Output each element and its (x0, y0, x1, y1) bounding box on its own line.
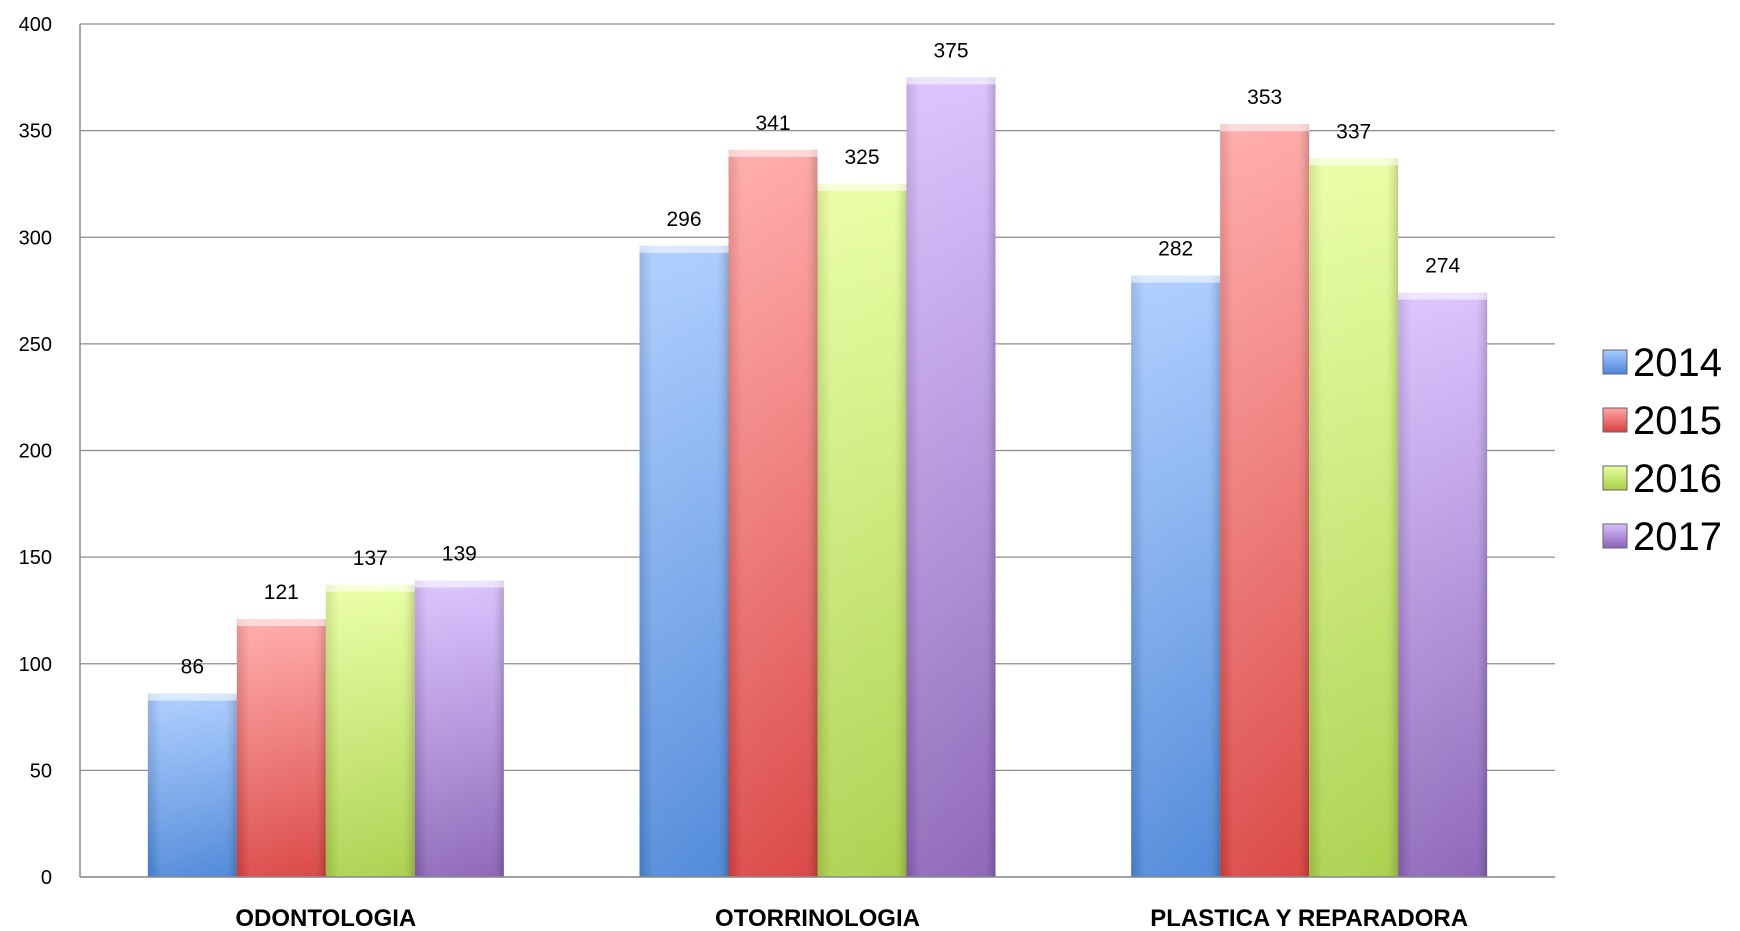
legend-swatch (1602, 465, 1628, 491)
bar-shading (906, 77, 996, 877)
bar-shading (1220, 124, 1310, 878)
bar-highlight (639, 245, 729, 253)
data-label: 274 (1425, 255, 1460, 278)
bar-highlight (414, 580, 504, 588)
y-tick-label: 50 (30, 760, 52, 782)
bar-shading (325, 584, 415, 877)
data-label: 137 (353, 547, 388, 570)
bar-highlight (728, 149, 818, 157)
bars (147, 77, 1488, 878)
legend-swatch (1602, 523, 1628, 549)
bar-shading (639, 245, 729, 877)
bar-shading (414, 580, 504, 877)
data-label: 375 (933, 39, 968, 62)
y-axis-tick-labels: 0 50 100 150 200 250 300 350 400 (19, 14, 52, 889)
bar-shading (728, 149, 818, 877)
y-tick-label: 0 (41, 867, 52, 889)
x-axis-category-labels: ODONTOLOGIA OTORRINOLOGIA PLASTICA Y REPAR… (235, 905, 1468, 931)
bar-highlight (1131, 275, 1221, 283)
y-tick-label: 100 (19, 654, 52, 676)
y-tick-label: 250 (19, 334, 52, 356)
y-tick-label: 200 (19, 441, 52, 463)
data-label: 325 (844, 146, 879, 169)
axes (79, 24, 1555, 878)
data-label: 139 (442, 543, 477, 566)
legend-label: 2014 (1633, 341, 1722, 385)
legend-swatch (1602, 407, 1628, 433)
bar-shading (1398, 292, 1488, 877)
legend: 2014 2015 2016 2017 (1602, 341, 1722, 559)
bar-highlight (1398, 292, 1488, 300)
category-label: ODONTOLOGIA (235, 905, 416, 931)
data-label: 282 (1158, 238, 1193, 261)
legend-swatch (1602, 349, 1628, 375)
bar-highlight (325, 584, 415, 592)
bar-highlight (906, 77, 996, 85)
bar-highlight (1309, 158, 1399, 166)
y-tick-label: 350 (19, 121, 52, 143)
data-labels: 86 121 137 139 296 341 325 375 282 353 337 274 (181, 39, 1461, 678)
y-tick-label: 150 (19, 547, 52, 569)
data-label: 341 (755, 112, 790, 135)
y-tick-label: 400 (19, 14, 52, 36)
bar-shading (817, 183, 907, 877)
legend-label: 2017 (1633, 515, 1722, 559)
bar-shading (1309, 158, 1399, 877)
legend-label: 2016 (1633, 457, 1722, 501)
bar-highlight (236, 618, 326, 626)
data-label: 353 (1247, 86, 1282, 109)
bar-highlight (1220, 124, 1310, 132)
data-label: 337 (1336, 120, 1371, 143)
bar-highlight (147, 693, 237, 701)
y-tick-label: 300 (19, 227, 52, 249)
legend-label: 2015 (1633, 399, 1722, 443)
bar-shading (147, 693, 237, 877)
data-label: 86 (181, 656, 204, 679)
data-label: 121 (264, 581, 299, 604)
category-label: PLASTICA Y REPARADORA (1150, 905, 1468, 931)
category-label: OTORRINOLOGIA (715, 905, 920, 931)
bar-highlight (817, 183, 907, 191)
bar-shading (1131, 275, 1221, 877)
data-label: 296 (666, 208, 701, 231)
bar-shading (236, 618, 326, 877)
